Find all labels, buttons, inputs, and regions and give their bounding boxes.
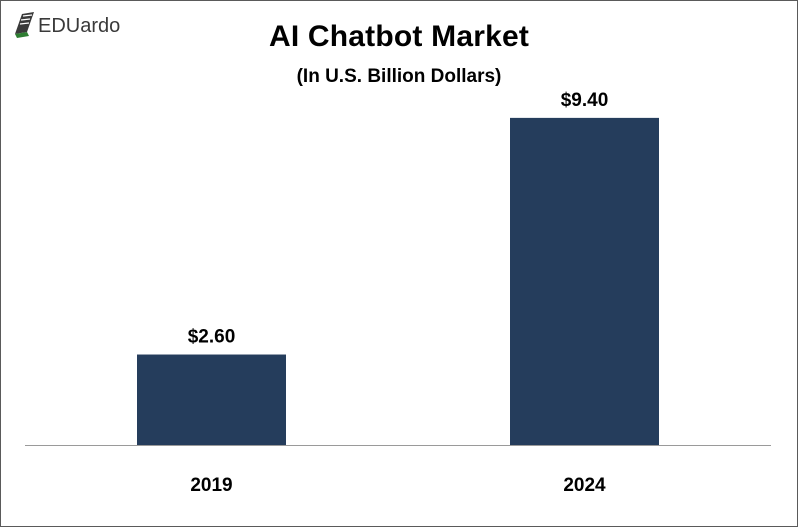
bar-2019 <box>137 354 286 445</box>
data-label-2024: $9.40 <box>561 90 609 111</box>
bar-2024 <box>510 117 659 445</box>
chart-subtitle: (In U.S. Billion Dollars) <box>296 66 502 87</box>
data-label-2019: $2.60 <box>188 327 236 348</box>
x-tick-label-2019: 2019 <box>190 475 232 496</box>
chart-title: AI Chatbot Market <box>268 20 530 53</box>
x-tick-label-2024: 2024 <box>563 475 606 496</box>
logo: EDUardo <box>15 12 120 38</box>
logo-text: EDUardo <box>38 15 120 37</box>
book-icon <box>15 12 34 38</box>
